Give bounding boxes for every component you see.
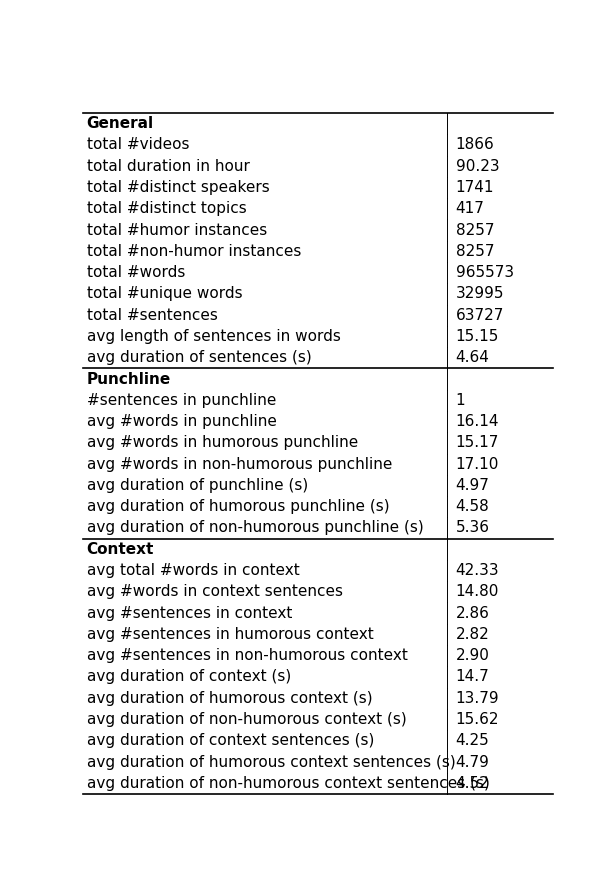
Text: 8257: 8257: [456, 222, 494, 237]
Text: 5.36: 5.36: [456, 521, 490, 536]
Text: avg duration of humorous context (s): avg duration of humorous context (s): [86, 691, 372, 706]
Text: avg #sentences in humorous context: avg #sentences in humorous context: [86, 627, 373, 642]
Text: 4.58: 4.58: [456, 499, 489, 514]
Text: avg duration of non-humorous context (s): avg duration of non-humorous context (s): [86, 712, 407, 727]
Text: total #unique words: total #unique words: [86, 287, 242, 301]
Text: 965573: 965573: [456, 265, 514, 280]
Text: 2.90: 2.90: [456, 648, 490, 663]
Text: 4.97: 4.97: [456, 478, 490, 493]
Text: avg duration of humorous punchline (s): avg duration of humorous punchline (s): [86, 499, 389, 514]
Text: total #distinct speakers: total #distinct speakers: [86, 180, 269, 195]
Text: 32995: 32995: [456, 287, 504, 301]
Text: avg duration of punchline (s): avg duration of punchline (s): [86, 478, 308, 493]
Text: 17.10: 17.10: [456, 457, 499, 471]
Text: General: General: [86, 116, 153, 131]
Text: 8257: 8257: [456, 244, 494, 259]
Text: 15.15: 15.15: [456, 329, 499, 344]
Text: 4.25: 4.25: [456, 733, 489, 748]
Text: total #distinct topics: total #distinct topics: [86, 202, 246, 216]
Text: avg #words in non-humorous punchline: avg #words in non-humorous punchline: [86, 457, 392, 471]
Text: 417: 417: [456, 202, 484, 216]
Text: avg total #words in context: avg total #words in context: [86, 563, 299, 578]
Text: total #non-humor instances: total #non-humor instances: [86, 244, 301, 259]
Text: avg duration of non-humorous punchline (s): avg duration of non-humorous punchline (…: [86, 521, 423, 536]
Text: 15.17: 15.17: [456, 435, 499, 451]
Text: avg #sentences in non-humorous context: avg #sentences in non-humorous context: [86, 648, 407, 663]
Text: 1: 1: [456, 392, 465, 408]
Text: avg #words in punchline: avg #words in punchline: [86, 414, 277, 429]
Text: 2.82: 2.82: [456, 627, 489, 642]
Text: total #words: total #words: [86, 265, 185, 280]
Text: 90.23: 90.23: [456, 159, 499, 174]
Text: 4.52: 4.52: [456, 776, 489, 791]
Text: total #sentences: total #sentences: [86, 307, 217, 323]
Text: 4.64: 4.64: [456, 350, 490, 366]
Text: 15.62: 15.62: [456, 712, 499, 727]
Text: 42.33: 42.33: [456, 563, 499, 578]
Text: Punchline: Punchline: [86, 372, 171, 386]
Text: avg #words in context sentences: avg #words in context sentences: [86, 584, 342, 599]
Text: #sentences in punchline: #sentences in punchline: [86, 392, 276, 408]
Text: avg duration of context (s): avg duration of context (s): [86, 669, 291, 685]
Text: avg duration of sentences (s): avg duration of sentences (s): [86, 350, 311, 366]
Text: 1741: 1741: [456, 180, 494, 195]
Text: avg duration of humorous context sentences (s): avg duration of humorous context sentenc…: [86, 754, 455, 770]
Text: 2.86: 2.86: [456, 606, 490, 621]
Text: 14.7: 14.7: [456, 669, 489, 685]
Text: avg duration of context sentences (s): avg duration of context sentences (s): [86, 733, 374, 748]
Text: avg #words in humorous punchline: avg #words in humorous punchline: [86, 435, 358, 451]
Text: avg #sentences in context: avg #sentences in context: [86, 606, 292, 621]
Text: avg duration of non-humorous context sentences (s): avg duration of non-humorous context sen…: [86, 776, 490, 791]
Text: total duration in hour: total duration in hour: [86, 159, 249, 174]
Text: total #videos: total #videos: [86, 137, 189, 152]
Text: avg length of sentences in words: avg length of sentences in words: [86, 329, 341, 344]
Text: total #humor instances: total #humor instances: [86, 222, 267, 237]
Text: 1866: 1866: [456, 137, 494, 152]
Text: 63727: 63727: [456, 307, 504, 323]
Text: 4.79: 4.79: [456, 754, 490, 770]
Text: 13.79: 13.79: [456, 691, 499, 706]
Text: 16.14: 16.14: [456, 414, 499, 429]
Text: Context: Context: [86, 542, 154, 556]
Text: 14.80: 14.80: [456, 584, 499, 599]
